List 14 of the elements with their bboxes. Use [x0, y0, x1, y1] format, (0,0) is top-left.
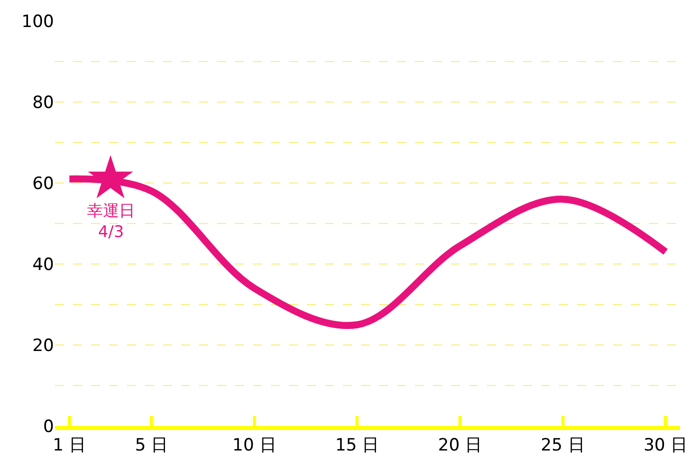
y-tick-label: 40 [32, 254, 54, 275]
x-tick-label: 25 日 [540, 435, 585, 456]
y-tick-label: 0 [43, 416, 54, 437]
y-tick-label: 100 [22, 12, 54, 32]
x-tick-label: 10 日 [232, 435, 276, 456]
x-tick-label: 30 日 [644, 435, 688, 456]
x-tick-label: 1 日 [52, 435, 86, 456]
x-tick-label: 20 日 [438, 435, 482, 456]
y-tick-label: 60 [32, 174, 54, 194]
y-tick-label: 20 [32, 336, 54, 356]
y-tick-label: 80 [32, 92, 54, 113]
annotation: 幸運日 4/3 [87, 201, 135, 241]
x-tick-label: 15 日 [335, 435, 380, 456]
x-tick-label: 5 日 [135, 435, 168, 456]
